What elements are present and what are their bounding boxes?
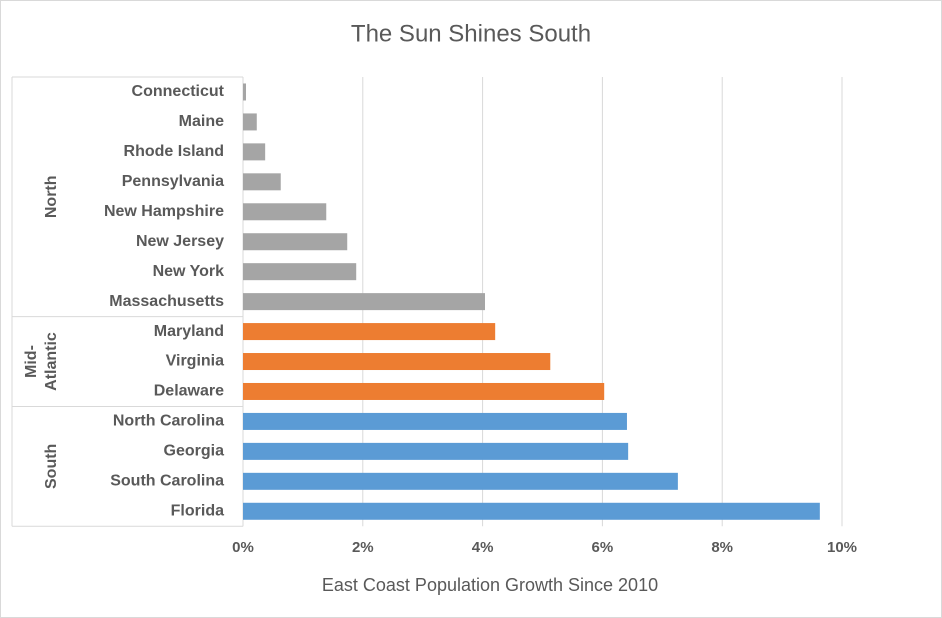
y-tick-label: Massachusetts (109, 293, 224, 310)
y-tick-label: North Carolina (113, 413, 224, 430)
bar (243, 293, 485, 311)
bar (243, 263, 357, 281)
y-tick-label: Pennsylvania (122, 173, 224, 190)
x-tick-label: 8% (711, 539, 733, 556)
y-tick-label: Connecticut (132, 83, 225, 100)
y-tick-label: Virginia (166, 353, 224, 370)
group-label: North (43, 175, 60, 218)
y-tick-label: New York (153, 263, 225, 280)
group-label: Mid- Atlantic (23, 332, 60, 391)
bar (243, 442, 629, 460)
bar (243, 502, 820, 520)
x-tick-label: 6% (592, 539, 614, 556)
bar (243, 233, 348, 251)
group-label: South (43, 444, 60, 489)
x-tick-label: 0% (232, 539, 254, 556)
bar (243, 382, 605, 400)
bar (243, 353, 551, 371)
y-tick-label: New Hampshire (104, 203, 224, 220)
bar (243, 143, 266, 161)
y-tick-label: Rhode Island (124, 143, 224, 160)
x-tick-label: 10% (827, 539, 857, 556)
bar (243, 203, 327, 221)
bar (243, 173, 281, 191)
bar (243, 412, 627, 430)
y-tick-label: South Carolina (110, 473, 224, 490)
y-tick-label: Georgia (164, 443, 225, 460)
y-tick-label: Delaware (154, 383, 224, 400)
x-axis-title: East Coast Population Growth Since 2010 (322, 575, 658, 595)
bar (243, 472, 678, 490)
y-tick-label: Florida (171, 502, 224, 519)
x-tick-label: 4% (472, 539, 494, 556)
bar (243, 113, 257, 131)
y-tick-label: Maine (179, 113, 224, 130)
bar (243, 83, 246, 101)
y-tick-label: Maryland (154, 323, 224, 340)
chart-title: The Sun Shines South (351, 20, 591, 47)
bar (243, 323, 496, 341)
y-tick-label: New Jersey (136, 233, 224, 250)
x-tick-label: 2% (352, 539, 374, 556)
